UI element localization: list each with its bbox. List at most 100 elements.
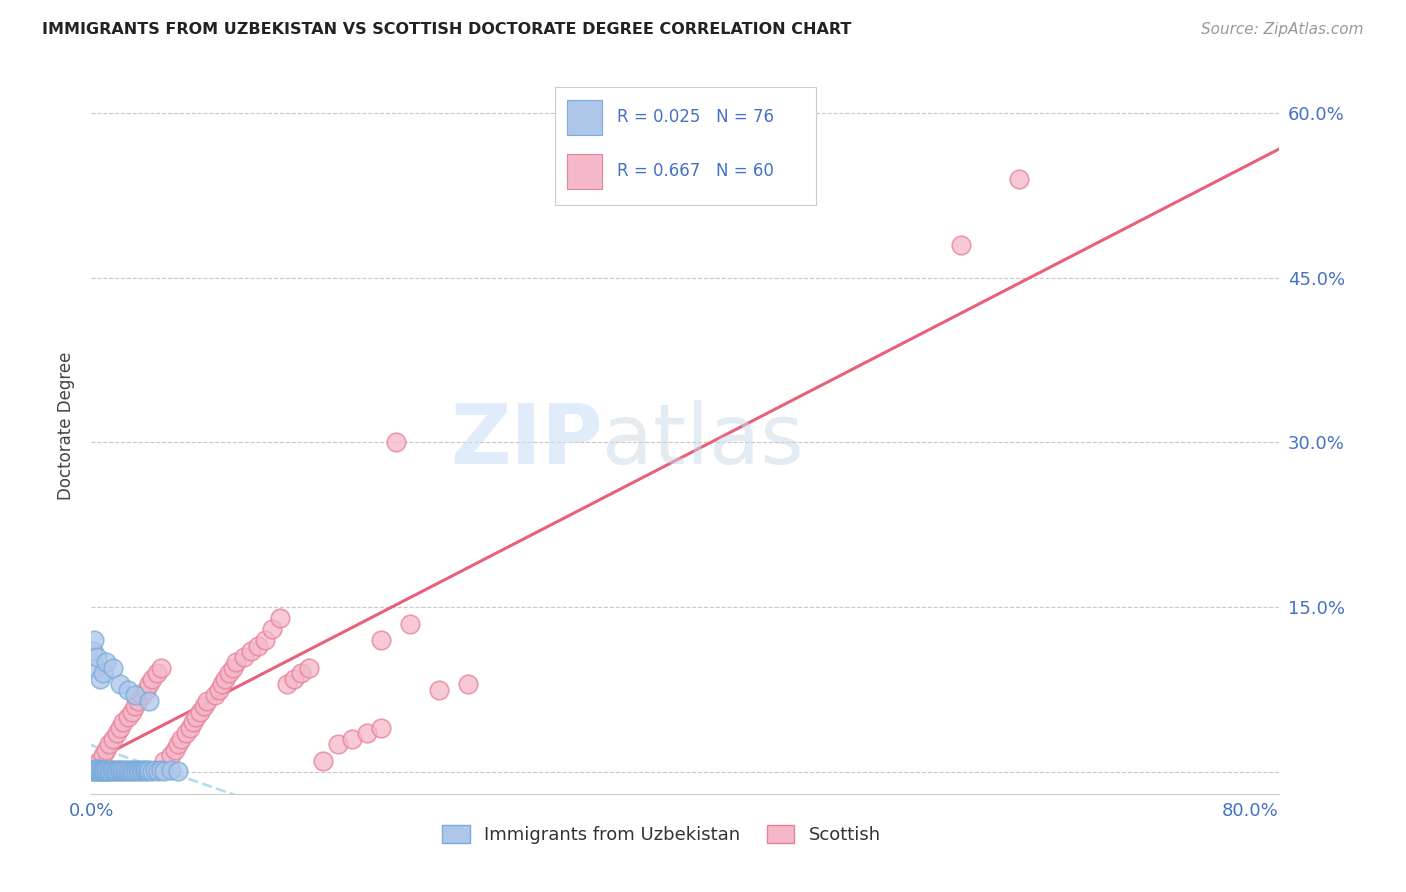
Point [90, 764, 112, 778]
Point [117, 710, 139, 724]
FancyBboxPatch shape [567, 100, 602, 136]
Point [107, 764, 129, 778]
Point [87, 754, 110, 768]
Point [239, 644, 262, 658]
Point [96, 764, 118, 778]
Point [87, 762, 110, 776]
Point [91, 748, 114, 763]
Legend: Immigrants from Uzbekistan, Scottish: Immigrants from Uzbekistan, Scottish [436, 817, 889, 851]
Point [121, 705, 143, 719]
Text: atlas: atlas [602, 401, 804, 481]
Point [82, 764, 104, 778]
Point [141, 672, 163, 686]
Point [96, 763, 118, 777]
Point [94, 743, 117, 757]
Point [181, 715, 204, 730]
Point [107, 726, 129, 740]
Point [298, 660, 321, 674]
Point [94, 763, 117, 777]
Point [97, 764, 120, 778]
FancyBboxPatch shape [567, 153, 602, 189]
Point [138, 693, 160, 707]
Point [232, 649, 254, 664]
Point [101, 764, 124, 778]
Point [112, 763, 135, 777]
Point [90, 763, 112, 777]
Point [145, 666, 167, 681]
Text: ZIP: ZIP [450, 401, 602, 481]
Point [225, 655, 247, 669]
Point [949, 237, 972, 252]
Point [184, 710, 207, 724]
Point [122, 764, 145, 778]
Point [269, 611, 291, 625]
Point [128, 764, 150, 778]
Point [110, 763, 132, 777]
Point [254, 633, 277, 648]
Point [83, 763, 105, 777]
Point [170, 731, 193, 746]
Point [93, 763, 115, 777]
Text: IMMIGRANTS FROM UZBEKISTAN VS SCOTTISH DOCTORATE DEGREE CORRELATION CHART: IMMIGRANTS FROM UZBEKISTAN VS SCOTTISH D… [42, 22, 852, 37]
Point [179, 721, 201, 735]
Point [188, 705, 211, 719]
Point [120, 764, 142, 778]
Point [160, 763, 183, 777]
Point [135, 763, 157, 777]
Point [83, 764, 105, 778]
Point [399, 616, 422, 631]
Point [89, 672, 111, 686]
Point [283, 672, 305, 686]
Point [1008, 171, 1031, 186]
Point [193, 698, 215, 713]
Point [83, 759, 105, 773]
Text: Source: ZipAtlas.com: Source: ZipAtlas.com [1201, 22, 1364, 37]
Point [149, 763, 172, 777]
Point [124, 698, 146, 713]
Point [112, 715, 135, 730]
Point [105, 763, 128, 777]
Point [165, 743, 187, 757]
Point [136, 764, 159, 778]
Point [247, 639, 270, 653]
Point [149, 660, 172, 674]
Point [98, 764, 121, 778]
Point [94, 655, 117, 669]
Point [101, 763, 124, 777]
Y-axis label: Doctorate Degree: Doctorate Degree [58, 351, 76, 500]
Point [82, 763, 104, 777]
Point [87, 763, 110, 777]
Point [117, 764, 139, 778]
Point [97, 738, 120, 752]
Point [84, 764, 107, 778]
Point [356, 726, 378, 740]
Point [127, 763, 149, 777]
Point [93, 764, 115, 778]
Point [132, 763, 155, 777]
Point [143, 763, 166, 777]
Point [326, 738, 349, 752]
Point [262, 622, 284, 636]
Point [340, 731, 363, 746]
Point [118, 763, 141, 777]
Point [218, 666, 240, 681]
FancyBboxPatch shape [555, 87, 815, 205]
Point [141, 764, 163, 778]
Point [214, 672, 236, 686]
Point [124, 688, 146, 702]
Point [91, 763, 114, 777]
Point [153, 754, 176, 768]
Point [121, 763, 143, 777]
Point [290, 666, 312, 681]
Point [124, 763, 146, 777]
Point [103, 764, 125, 778]
Point [370, 721, 392, 735]
Point [127, 693, 149, 707]
Point [457, 677, 479, 691]
Point [167, 764, 190, 778]
Point [110, 677, 132, 691]
Point [83, 633, 105, 648]
Point [108, 763, 131, 777]
Point [138, 763, 160, 777]
Point [211, 677, 233, 691]
